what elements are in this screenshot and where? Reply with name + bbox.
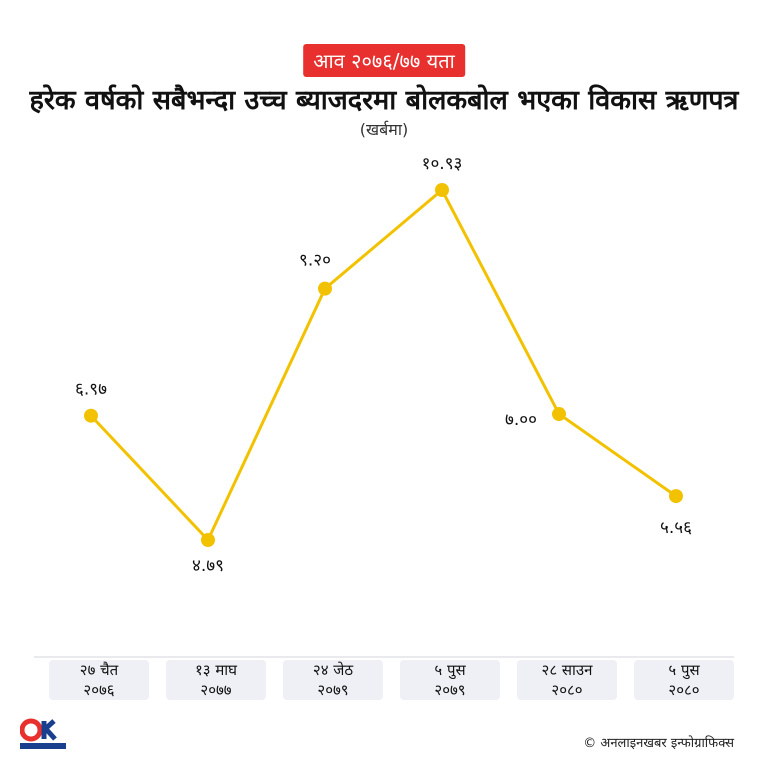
line <box>89 187 677 543</box>
x-tick-label: ५ पुस २०८० <box>634 660 734 700</box>
badge: आव २०७६/७७ यता <box>303 44 465 77</box>
logo-mark <box>20 718 66 749</box>
point <box>201 533 215 547</box>
chart-title: हरेक वर्षको सबैभन्दा उच्च ब्याजदरमा बोलक… <box>29 85 739 116</box>
x-tick-label: १३ माघ २०७७ <box>166 660 266 700</box>
data-label: १०.९३ <box>422 154 463 174</box>
data-label: ७.०० <box>505 410 537 430</box>
x-tick-label: २४ जेठ २०७९ <box>283 660 383 700</box>
point <box>84 408 98 423</box>
point <box>435 183 449 197</box>
footer-credit: © अनलाइनखबर इन्फोग्राफिक्स <box>583 736 734 751</box>
x-tick-label: ५ पुस २०७९ <box>400 660 500 700</box>
data-label: ५.५६ <box>660 518 692 538</box>
data-label: ४.७९ <box>192 556 224 576</box>
point <box>669 489 683 504</box>
point <box>552 407 566 422</box>
data-label: ९.२० <box>299 251 331 271</box>
point <box>318 281 332 296</box>
chart-subtitle: (खर्बमा) <box>359 120 409 139</box>
x-tick-label: २७ चैत २०७६ <box>49 660 149 700</box>
x-tick-label: २८ साउन २०८० <box>517 660 617 700</box>
data-label: ६.९७ <box>75 380 107 400</box>
